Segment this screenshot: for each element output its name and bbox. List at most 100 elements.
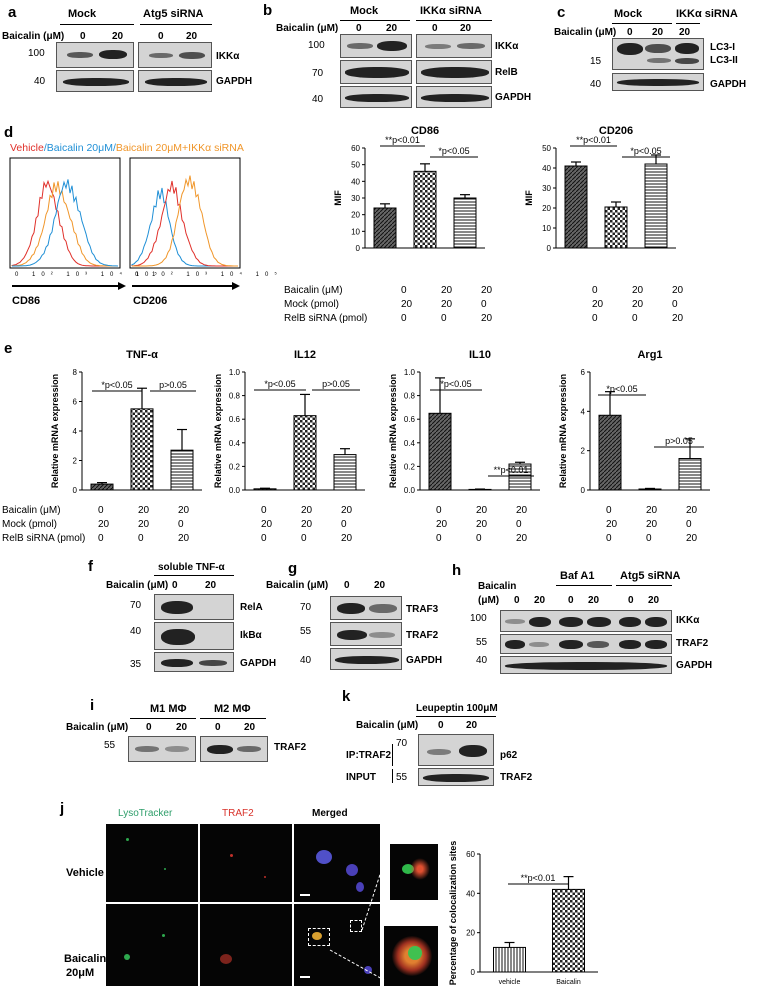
dose-label: 20 — [460, 23, 472, 34]
y-tick-label: 1.0 — [229, 368, 241, 377]
group-label: M2 MΦ — [214, 703, 251, 715]
blot-strip — [416, 34, 492, 58]
histogram-trace — [132, 175, 238, 267]
histogram-trace — [12, 179, 119, 267]
dose-label: 0 — [158, 31, 164, 42]
zoom-connectors — [329, 849, 389, 981]
table-cell: 0 — [401, 313, 407, 324]
dose-label: 20 — [588, 595, 600, 606]
table-row-label: Baicalin (μM) — [284, 285, 343, 296]
y-tick-label: 50 — [351, 161, 360, 170]
chart-title: TNF-α — [126, 349, 158, 361]
protein-label: p62 — [500, 750, 518, 761]
mw-marker: 35 — [130, 659, 142, 670]
significance-label: **p<0.01 — [385, 135, 420, 145]
y-tick-label: 20 — [542, 204, 551, 213]
blot-strip — [340, 34, 412, 58]
row-label-baicalin: Baicalin — [64, 953, 107, 965]
mw-marker: 70 — [312, 68, 324, 79]
dose-label: 0 — [344, 580, 350, 591]
fluorescence-image-lysotracker-vehicle — [106, 824, 198, 902]
dose-label: 20 — [176, 722, 188, 733]
blot-strip — [154, 652, 234, 672]
table-cell: 20 — [301, 505, 313, 516]
panel-label: d — [4, 124, 14, 141]
dose-label: 20 — [534, 595, 546, 606]
significance-label: **p<0.01 — [494, 465, 529, 475]
chart-title: IL10 — [469, 349, 491, 361]
protein-label: LC3-I — [710, 42, 735, 53]
protein-label: TRAF2 — [500, 772, 533, 783]
table-row-label: Mock (pmol) — [2, 519, 58, 530]
treatment-label: Baicalin (μM) — [276, 23, 339, 34]
treatment-label: Baicalin (μM) — [106, 580, 169, 591]
dose-label: 0 — [146, 722, 152, 733]
mw-marker: 70 — [130, 600, 142, 611]
dose-label: 20 — [186, 31, 198, 42]
blot-strip — [56, 42, 134, 68]
panel-title: Leupeptin 100μM — [416, 703, 498, 714]
blot-strip — [418, 734, 494, 766]
protein-label: GAPDH — [240, 658, 277, 669]
y-tick-label: 0 — [581, 486, 586, 495]
row-label: IP:TRAF2 — [346, 750, 391, 761]
protein-label: TRAF2 — [406, 630, 439, 641]
channel-label-merged: Merged — [312, 808, 348, 819]
panel-title: soluble TNF-α — [158, 562, 225, 573]
protein-label: TRAF2 — [274, 742, 307, 753]
fluorescence-image-traf2-baicalin — [200, 904, 292, 986]
bar — [253, 488, 277, 491]
histogram-trace — [11, 181, 118, 267]
table-cell: 20 — [476, 519, 488, 530]
table-cell: 0 — [401, 285, 407, 296]
table-cell: 0 — [301, 533, 307, 544]
table-cell: 0 — [606, 505, 612, 516]
y-tick-label: 0 — [471, 968, 476, 977]
blot-strip — [128, 736, 196, 762]
significance-label: *p<0.05 — [630, 146, 661, 156]
blot-strip — [612, 73, 704, 91]
table-cell: 20 — [436, 519, 448, 530]
table-cell: 20 — [138, 505, 150, 516]
table-cell: 20 — [441, 299, 453, 310]
bar — [604, 206, 628, 249]
y-tick-label: 20 — [466, 929, 475, 938]
table-row-label: RelB siRNA (pmol) — [2, 533, 86, 544]
bar — [333, 454, 357, 491]
significance-label: p>0.05 — [159, 380, 187, 390]
y-tick-label: 60 — [351, 144, 360, 153]
bar — [598, 414, 622, 491]
table-cell: 20 — [672, 313, 684, 324]
group-label: IKKα siRNA — [420, 5, 482, 17]
blot-strip — [200, 736, 268, 762]
blot-strip — [612, 38, 704, 70]
protein-label: GAPDH — [676, 660, 713, 671]
treatment-label: (μM) — [478, 595, 500, 606]
blot-strip — [330, 596, 402, 620]
y-tick-label: 0.6 — [404, 415, 416, 424]
table-cell: 20 — [138, 519, 150, 530]
table-cell: 20 — [178, 505, 190, 516]
y-tick-label: 0 — [73, 486, 78, 495]
panel-label: e — [4, 340, 13, 357]
significance-label: *p<0.05 — [264, 379, 295, 389]
protein-label: GAPDH — [216, 76, 253, 87]
table-cell: 20 — [481, 313, 493, 324]
y-tick-label: 0.2 — [404, 462, 416, 471]
table-cell: 20 — [301, 519, 313, 530]
y-tick-label: 0.6 — [229, 415, 241, 424]
table-cell: 20 — [401, 299, 413, 310]
dose-label: 0 — [172, 580, 178, 591]
bar — [428, 412, 452, 491]
bar-chart — [417, 371, 540, 491]
table-cell: 0 — [516, 519, 522, 530]
mw-marker: 100 — [308, 40, 325, 51]
bar — [644, 163, 668, 249]
table-cell: 20 — [516, 505, 528, 516]
x-tick-label: Baicalin — [556, 979, 581, 986]
table-cell: 0 — [138, 533, 144, 544]
panel-label: j — [60, 800, 65, 817]
y-axis-label: Relative mRNA expression — [213, 374, 223, 488]
panel-label: b — [263, 2, 273, 19]
chart-title: IL12 — [294, 349, 316, 361]
